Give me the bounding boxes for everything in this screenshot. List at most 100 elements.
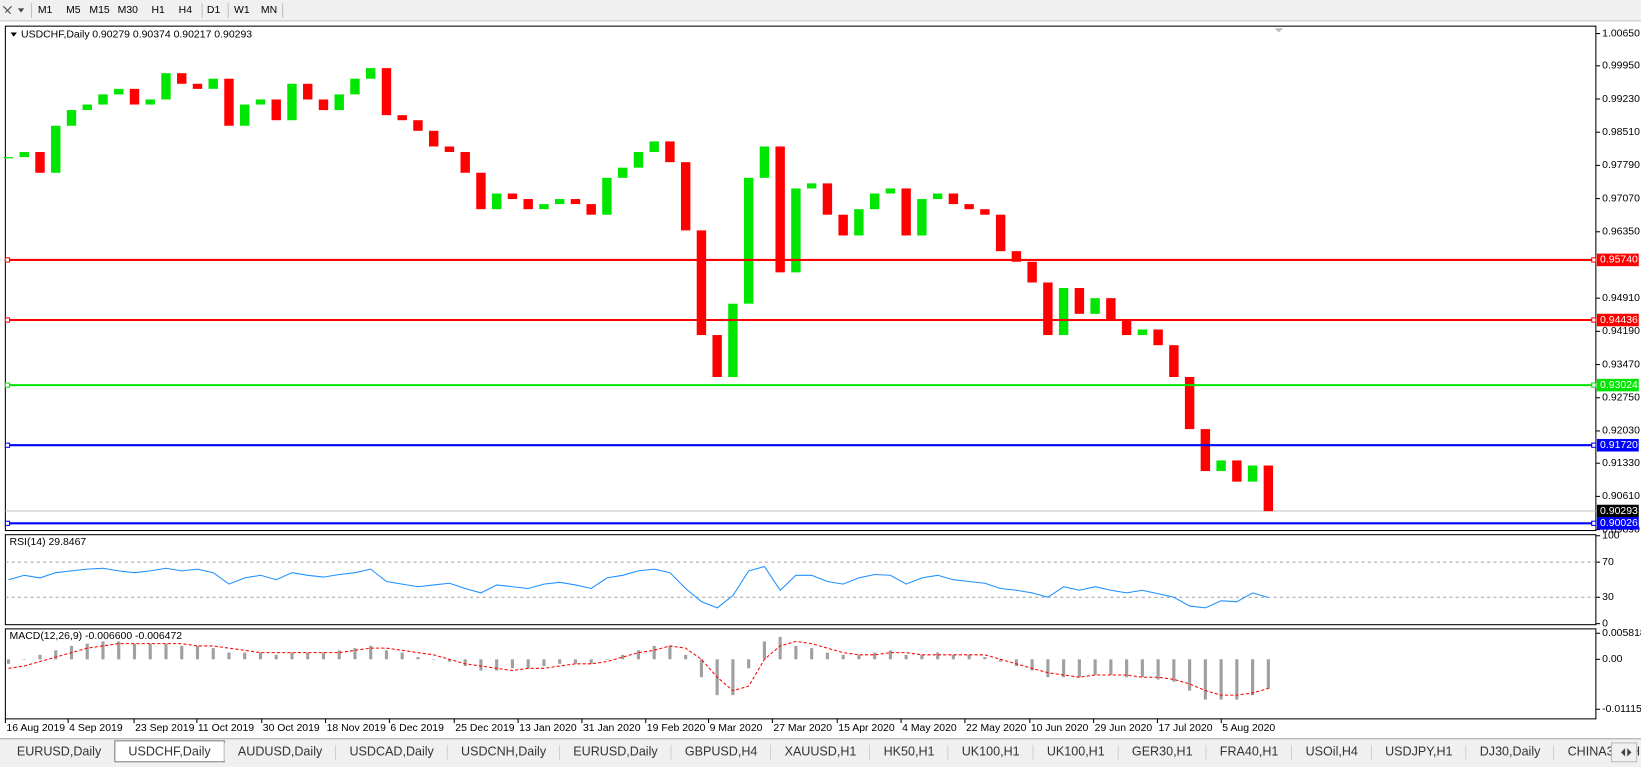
tab-scroll-left[interactable] — [1620, 748, 1626, 757]
symbol-tab[interactable] — [1118, 742, 1207, 761]
rsi-line — [8, 565, 1269, 609]
symbol-tab[interactable] — [447, 742, 560, 761]
rsi-frame — [4, 534, 1597, 626]
toolbar-dropdown[interactable] — [17, 8, 25, 13]
macd-histogram-bar — [668, 645, 672, 660]
macd-histogram-bar — [778, 636, 782, 660]
symbol-tab-label[interactable]: USDJPY,H1 — [1385, 745, 1452, 759]
candle-body — [413, 120, 423, 131]
macd-histogram-bar — [1109, 659, 1113, 675]
timeframe-button[interactable]: M1 — [38, 5, 53, 16]
macd-histogram-bar — [290, 652, 294, 660]
tab-scroll-right[interactable] — [1627, 748, 1632, 757]
symbol-tab-label[interactable]: GBPUSD,H4 — [685, 745, 758, 759]
symbol-tab[interactable] — [770, 742, 871, 761]
timeframe-button[interactable]: H1 — [151, 5, 165, 16]
symbol-tab[interactable] — [1206, 742, 1292, 761]
candle-body — [366, 68, 376, 79]
symbol-tab-label[interactable]: FRA40,H1 — [1220, 745, 1279, 759]
toolbar-icon[interactable] — [2, 5, 13, 14]
symbol-tab[interactable] — [870, 742, 949, 761]
price-tick-label: 0.99230 — [1602, 94, 1640, 105]
symbol-tab-label[interactable]: USOil,H4 — [1306, 745, 1358, 759]
symbol-tab[interactable] — [1466, 742, 1555, 761]
symbol-tab-label[interactable]: AUDUSD,Daily — [238, 745, 323, 759]
candle-body — [192, 83, 203, 89]
symbol-tab[interactable] — [1033, 742, 1119, 761]
candle-body — [507, 193, 518, 200]
price-tick-label: 0.93470 — [1602, 359, 1640, 370]
symbol-tab[interactable] — [671, 742, 771, 761]
current-price-label: 0.90293 — [1600, 506, 1638, 517]
symbol-tab-label[interactable]: USDCHF,Daily — [128, 745, 211, 759]
timeframe-button[interactable]: M15 — [89, 5, 110, 16]
tab-scroll[interactable] — [1611, 742, 1638, 763]
symbol-tab-label[interactable]: UK100,H1 — [962, 745, 1020, 759]
symbol-tab[interactable] — [1291, 742, 1372, 761]
chart-menu-arrow[interactable] — [10, 32, 17, 37]
date-label: 18 Nov 2019 — [327, 723, 386, 734]
symbol-tab[interactable] — [335, 742, 448, 761]
macd-histogram-bar — [180, 645, 184, 660]
date-label: 17 Jul 2020 — [1158, 723, 1212, 734]
macd-histogram-bar — [1030, 659, 1034, 671]
level-handle[interactable] — [1591, 317, 1597, 323]
macd-histogram-bar — [148, 643, 152, 660]
timeframe-group: M1 M5 M15 M30 H1 H4 D1 W1 MN — [38, 5, 277, 16]
candle-body — [397, 115, 407, 121]
timeframe-button[interactable]: W1 — [234, 5, 250, 16]
symbol-tab[interactable] — [224, 742, 336, 761]
level-label: 0.91720 — [1600, 440, 1638, 451]
timeframe-button[interactable]: M5 — [66, 5, 81, 16]
rsi-title: RSI(14) 29.8467 — [10, 537, 87, 548]
symbol-tab[interactable] — [1371, 742, 1467, 761]
level-handle[interactable] — [1591, 520, 1597, 526]
level-label-box — [1596, 517, 1639, 530]
level-handle[interactable] — [4, 442, 11, 448]
timeframe-button[interactable]: D1 — [207, 5, 221, 16]
candle-body — [334, 94, 344, 111]
macd-histogram-bar — [258, 652, 263, 660]
level-handle[interactable] — [4, 382, 11, 388]
candle-body — [838, 214, 848, 236]
symbol-tab[interactable] — [948, 742, 1034, 761]
price-tick-label: 0.90610 — [1602, 491, 1640, 502]
timeframe-button[interactable]: MN — [261, 5, 277, 16]
price-tick-label: 0.97070 — [1602, 193, 1640, 204]
symbol-tab-label[interactable]: USDCAD,Daily — [349, 745, 434, 759]
macd-histogram-bar — [1188, 659, 1192, 691]
symbol-tab-label[interactable]: EURUSD,Daily — [573, 745, 658, 759]
candle-body — [1137, 329, 1148, 336]
symbol-tab-label[interactable]: HK50,H1 — [884, 745, 935, 759]
macd-histogram-bar — [117, 641, 121, 660]
symbol-tab-label[interactable]: EURUSD,Daily — [17, 745, 102, 759]
symbol-tab-label[interactable]: USDCNH,Daily — [461, 745, 547, 759]
symbol-tab-label[interactable]: XAUUSD,H1 — [785, 745, 857, 759]
candle-body — [98, 94, 108, 105]
symbol-tab[interactable] — [559, 742, 672, 761]
price-tick-label: 0.99950 — [1602, 61, 1640, 72]
symbol-tab[interactable] — [3, 742, 115, 761]
candle-body — [948, 193, 959, 205]
symbol-tab-label[interactable]: GER30,H1 — [1132, 745, 1193, 759]
candle-body — [303, 83, 313, 100]
level-handle[interactable] — [4, 317, 11, 323]
date-label: 10 Jun 2020 — [1031, 723, 1089, 734]
level-handle[interactable] — [1591, 382, 1597, 388]
symbol-tab-label[interactable]: UK100,H1 — [1047, 745, 1105, 759]
level-handle[interactable] — [1591, 257, 1597, 263]
level-handle[interactable] — [4, 520, 11, 526]
symbol-tab-label[interactable]: DJ30,Daily — [1480, 745, 1541, 759]
candle-body — [114, 88, 124, 95]
macd-histogram-bar — [873, 652, 877, 660]
macd-tick-label: -0.011154 — [1602, 704, 1641, 715]
timeframe-button[interactable]: H4 — [179, 5, 193, 16]
macd-histogram-bar — [432, 659, 436, 660]
level-handle[interactable] — [1591, 442, 1597, 448]
candle-body — [1169, 345, 1179, 377]
level-handle[interactable] — [4, 257, 11, 263]
timeframe-button[interactable]: M30 — [118, 5, 139, 16]
macd-histogram-bar — [841, 654, 845, 660]
price-tick-label: 0.97790 — [1602, 160, 1640, 171]
level-label-box — [1596, 378, 1639, 392]
